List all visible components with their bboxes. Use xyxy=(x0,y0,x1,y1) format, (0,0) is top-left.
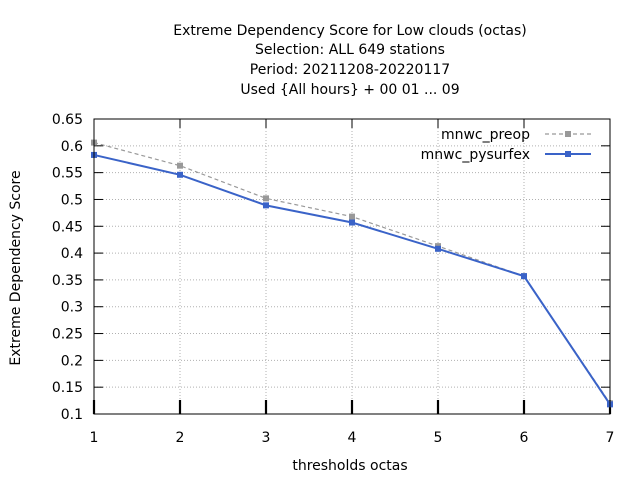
x-tick-label: 2 xyxy=(176,430,185,446)
x-tick-label: 7 xyxy=(606,430,615,446)
y-tick-label: 0.5 xyxy=(61,192,83,208)
data-point-mnwc_pysurfex xyxy=(177,171,183,178)
data-point-mnwc_pysurfex xyxy=(349,219,355,226)
data-point-mnwc_pysurfex xyxy=(435,245,441,252)
data-point-mnwc_pysurfex xyxy=(263,202,269,209)
y-tick-label: 0.35 xyxy=(52,273,83,289)
chart-title-line-2: Selection: ALL 649 stations xyxy=(255,42,445,58)
legend: mnwc_preop mnwc_pysurfex xyxy=(421,127,591,163)
y-tick-label: 0.55 xyxy=(52,166,83,182)
y-axis-label: Extreme Dependency Score xyxy=(8,170,24,365)
x-tick-labels: 1 2 3 4 5 6 7 xyxy=(90,430,615,446)
data-point-mnwc_preop xyxy=(177,162,183,169)
y-tick-label: 0.65 xyxy=(52,112,83,128)
y-tick-label: 0.4 xyxy=(61,246,83,262)
y-tick-label: 0.3 xyxy=(61,300,83,316)
chart-title-line-3: Period: 20211208-20220117 xyxy=(250,62,450,78)
y-tick-label: 0.45 xyxy=(52,219,83,235)
plot-frame xyxy=(93,118,611,415)
x-tick-label: 6 xyxy=(520,430,529,446)
data-point-mnwc_pysurfex xyxy=(521,273,527,280)
legend-marker-mnwc_pysurfex xyxy=(565,151,571,157)
chart-title-line-1: Extreme Dependency Score for Low clouds … xyxy=(173,23,527,39)
x-tick-label: 4 xyxy=(348,430,357,446)
x-tick-label: 3 xyxy=(262,430,271,446)
y-tick-label: 0.2 xyxy=(61,353,83,369)
y-tick-labels: 0.1 0.15 0.2 0.25 0.3 0.35 0.4 0.45 0.5 0.55 0.6 0.… xyxy=(52,112,83,423)
y-tick-label: 0.25 xyxy=(52,327,83,343)
legend-marker-mnwc_preop xyxy=(565,131,571,137)
chart-title-line-4: Used {All hours} + 00 01 ... 09 xyxy=(240,82,459,98)
data-point-mnwc_preop xyxy=(263,195,269,202)
legend-label-mnwc_preop: mnwc_preop xyxy=(441,127,530,143)
legend-label-mnwc_pysurfex: mnwc_pysurfex xyxy=(421,147,530,163)
y-tick-label: 0.1 xyxy=(61,407,83,423)
data-point-mnwc_preop xyxy=(349,213,355,220)
x-tick-label: 1 xyxy=(90,430,99,446)
y-tick-label: 0.6 xyxy=(61,139,83,155)
x-axis-label: thresholds octas xyxy=(292,458,407,474)
grid-lines xyxy=(94,119,610,414)
y-tick-label: 0.15 xyxy=(52,380,83,396)
x-tick-label: 5 xyxy=(434,430,443,446)
chart-title: Extreme Dependency Score for Low clouds … xyxy=(173,23,527,98)
